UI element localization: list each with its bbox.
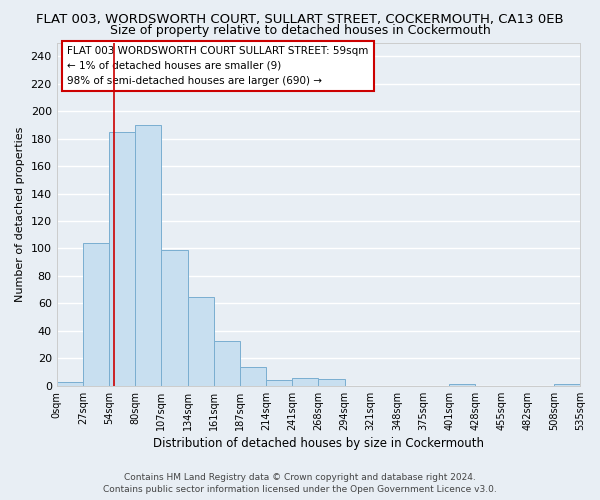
Text: FLAT 003 WORDSWORTH COURT SULLART STREET: 59sqm
← 1% of detached houses are smal: FLAT 003 WORDSWORTH COURT SULLART STREET… bbox=[67, 46, 368, 86]
Bar bbox=[161, 250, 187, 386]
Bar bbox=[83, 243, 109, 386]
Text: FLAT 003, WORDSWORTH COURT, SULLART STREET, COCKERMOUTH, CA13 0EB: FLAT 003, WORDSWORTH COURT, SULLART STRE… bbox=[36, 12, 564, 26]
Bar bbox=[266, 380, 292, 386]
Y-axis label: Number of detached properties: Number of detached properties bbox=[15, 126, 25, 302]
Text: Size of property relative to detached houses in Cockermouth: Size of property relative to detached ho… bbox=[110, 24, 490, 37]
Bar bbox=[554, 384, 580, 386]
Bar bbox=[449, 384, 475, 386]
Bar bbox=[187, 296, 214, 386]
X-axis label: Distribution of detached houses by size in Cockermouth: Distribution of detached houses by size … bbox=[153, 437, 484, 450]
Bar bbox=[240, 366, 266, 386]
Bar bbox=[56, 382, 83, 386]
Bar bbox=[135, 125, 161, 386]
Bar bbox=[319, 379, 344, 386]
Bar bbox=[109, 132, 135, 386]
Bar bbox=[292, 378, 319, 386]
Text: Contains HM Land Registry data © Crown copyright and database right 2024.
Contai: Contains HM Land Registry data © Crown c… bbox=[103, 472, 497, 494]
Bar bbox=[214, 340, 240, 386]
